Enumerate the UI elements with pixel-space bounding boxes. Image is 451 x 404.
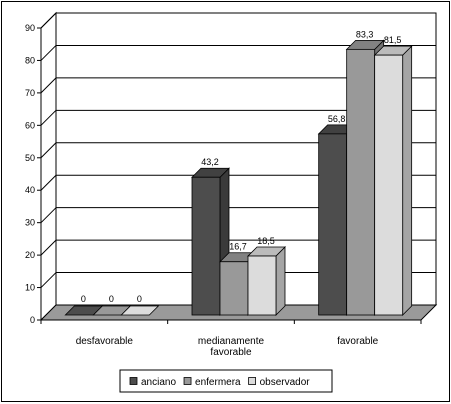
bar-front [318,133,348,316]
data-label: 43,2 [201,157,219,167]
data-label: 83,3 [356,29,374,39]
y-tick-label: 60 [25,120,35,130]
x-axis: desfavorable medianamente favorable favorab… [40,319,422,358]
bar-front [191,176,221,316]
bar [247,246,286,316]
data-label: 0 [109,294,114,304]
gridline [40,109,57,126]
bar-side [275,246,286,316]
bar-side [402,45,413,316]
data-labels: 0 0 0 43,2 16,7 18,5 56,8 83,3 81,5 [81,29,402,304]
legend-swatch [129,377,138,385]
data-label: 16,7 [229,242,247,252]
legend-label: anciano [141,377,176,388]
gridline [40,272,57,288]
y-tick-label: 80 [25,55,35,65]
gridline [40,174,57,191]
bar [120,305,160,316]
data-label: 0 [137,294,142,304]
bars [64,39,413,316]
data-label: 56,8 [328,114,346,124]
legend-swatch [248,377,257,385]
bar-flat [120,305,160,316]
data-label: 0 [81,294,86,304]
gridline [40,45,57,61]
gridline [40,142,57,159]
bar [373,45,413,316]
y-axis: 0 10 20 30 40 50 60 70 80 90 [25,23,42,325]
x-tick-label: desfavorable [76,336,134,347]
legend-box [119,369,333,393]
y-tick-label: 30 [25,218,35,228]
x-tick-label: medianamente favorable [198,336,265,358]
y-tick-label: 20 [25,250,35,260]
y-tick-label: 0 [30,315,35,325]
legend-label: enfermera [195,377,241,388]
legend-swatch [183,377,192,385]
gridline [40,239,57,256]
bar-front [219,261,249,316]
bar-front [346,48,376,316]
gridline [40,207,57,224]
data-label: 81,5 [384,35,402,45]
y-tick-label: 50 [25,153,35,163]
gridline [40,77,57,94]
y-tick-label: 10 [25,283,35,293]
y-tick-label: 90 [25,23,35,33]
legend: anciano enfermera observador [119,369,333,393]
y-tick-label: 70 [25,88,35,98]
bar-front [247,255,277,316]
gridline [40,12,57,29]
side-wall [40,11,57,322]
y-tick-label: 40 [25,185,35,195]
x-tick-label: favorable [337,336,379,347]
legend-label: observador [260,377,311,388]
bar-front [374,54,404,316]
data-label: 18,5 [257,236,275,246]
